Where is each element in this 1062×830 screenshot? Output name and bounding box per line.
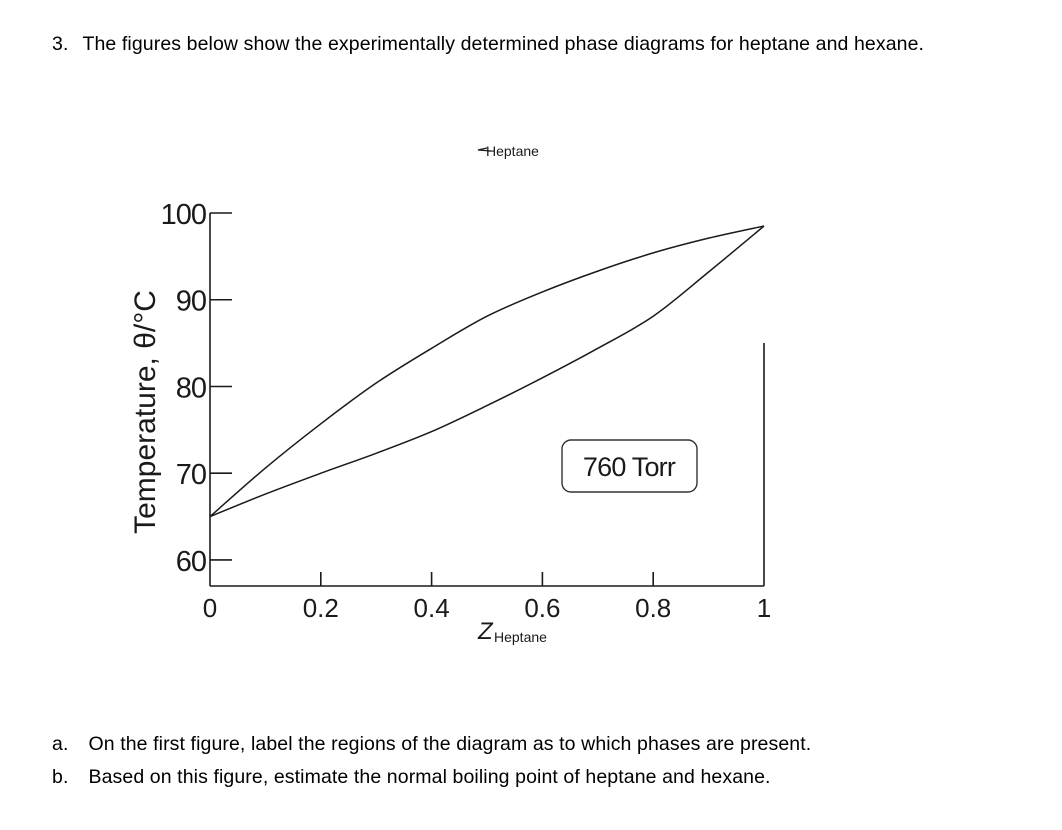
part-a-label: a. <box>52 733 69 755</box>
x-tick-label: 1 <box>757 593 771 623</box>
x-tick-label: 0 <box>203 593 217 623</box>
x-tick-label: 0.8 <box>635 593 671 623</box>
liquid-curve <box>209 225 765 518</box>
y-tick-label: 70 <box>176 459 206 491</box>
x-tick-label: 0.6 <box>524 593 560 623</box>
part-b: b. Based on this figure, estimate the nor… <box>52 766 771 789</box>
curves <box>209 225 765 518</box>
y-tick-label: 90 <box>176 286 206 318</box>
vapor-curve <box>209 225 765 518</box>
y-axis-label: Temperature, θ/°C <box>129 290 162 534</box>
pointer-mark <box>477 147 492 152</box>
x-axis-label: Z Heptane <box>477 618 547 645</box>
y-tick-label: 100 <box>161 199 206 231</box>
question-text: The figures below show the experimentall… <box>82 33 925 55</box>
x-axis-label-subscript: Heptane <box>494 629 547 645</box>
x-tick-label: 0.4 <box>414 593 450 623</box>
question-intro: 3. The figures below show the experimenta… <box>52 33 924 56</box>
axes <box>209 213 765 587</box>
part-a: a. On the first figure, label the regions… <box>52 733 811 756</box>
heptane-label-text: Heptane <box>486 143 539 159</box>
pressure-box: 760 Torr <box>561 439 698 493</box>
x-tick-label: 0.2 <box>303 593 339 623</box>
phase-diagram: 60 70 80 90 100 0 0.2 0.4 0.6 0.8 1 Temperature, … <box>129 143 771 645</box>
y-tick-label: 60 <box>176 546 206 578</box>
part-b-label: b. <box>52 766 69 788</box>
y-tick-label: 80 <box>176 372 206 404</box>
part-b-text: Based on this figure, estimate the norma… <box>88 766 771 788</box>
part-a-text: On the first figure, label the regions o… <box>88 733 812 755</box>
pressure-label: 760 Torr <box>583 452 676 482</box>
y-ticks: 60 70 80 90 100 <box>161 199 232 578</box>
x-axis-label-main: Z <box>477 618 494 645</box>
question-number: 3. <box>52 33 69 55</box>
x-ticks: 0 0.2 0.4 0.6 0.8 1 <box>203 572 771 623</box>
heptane-label: Heptane <box>477 143 539 159</box>
pressure-box-frame <box>561 439 698 493</box>
